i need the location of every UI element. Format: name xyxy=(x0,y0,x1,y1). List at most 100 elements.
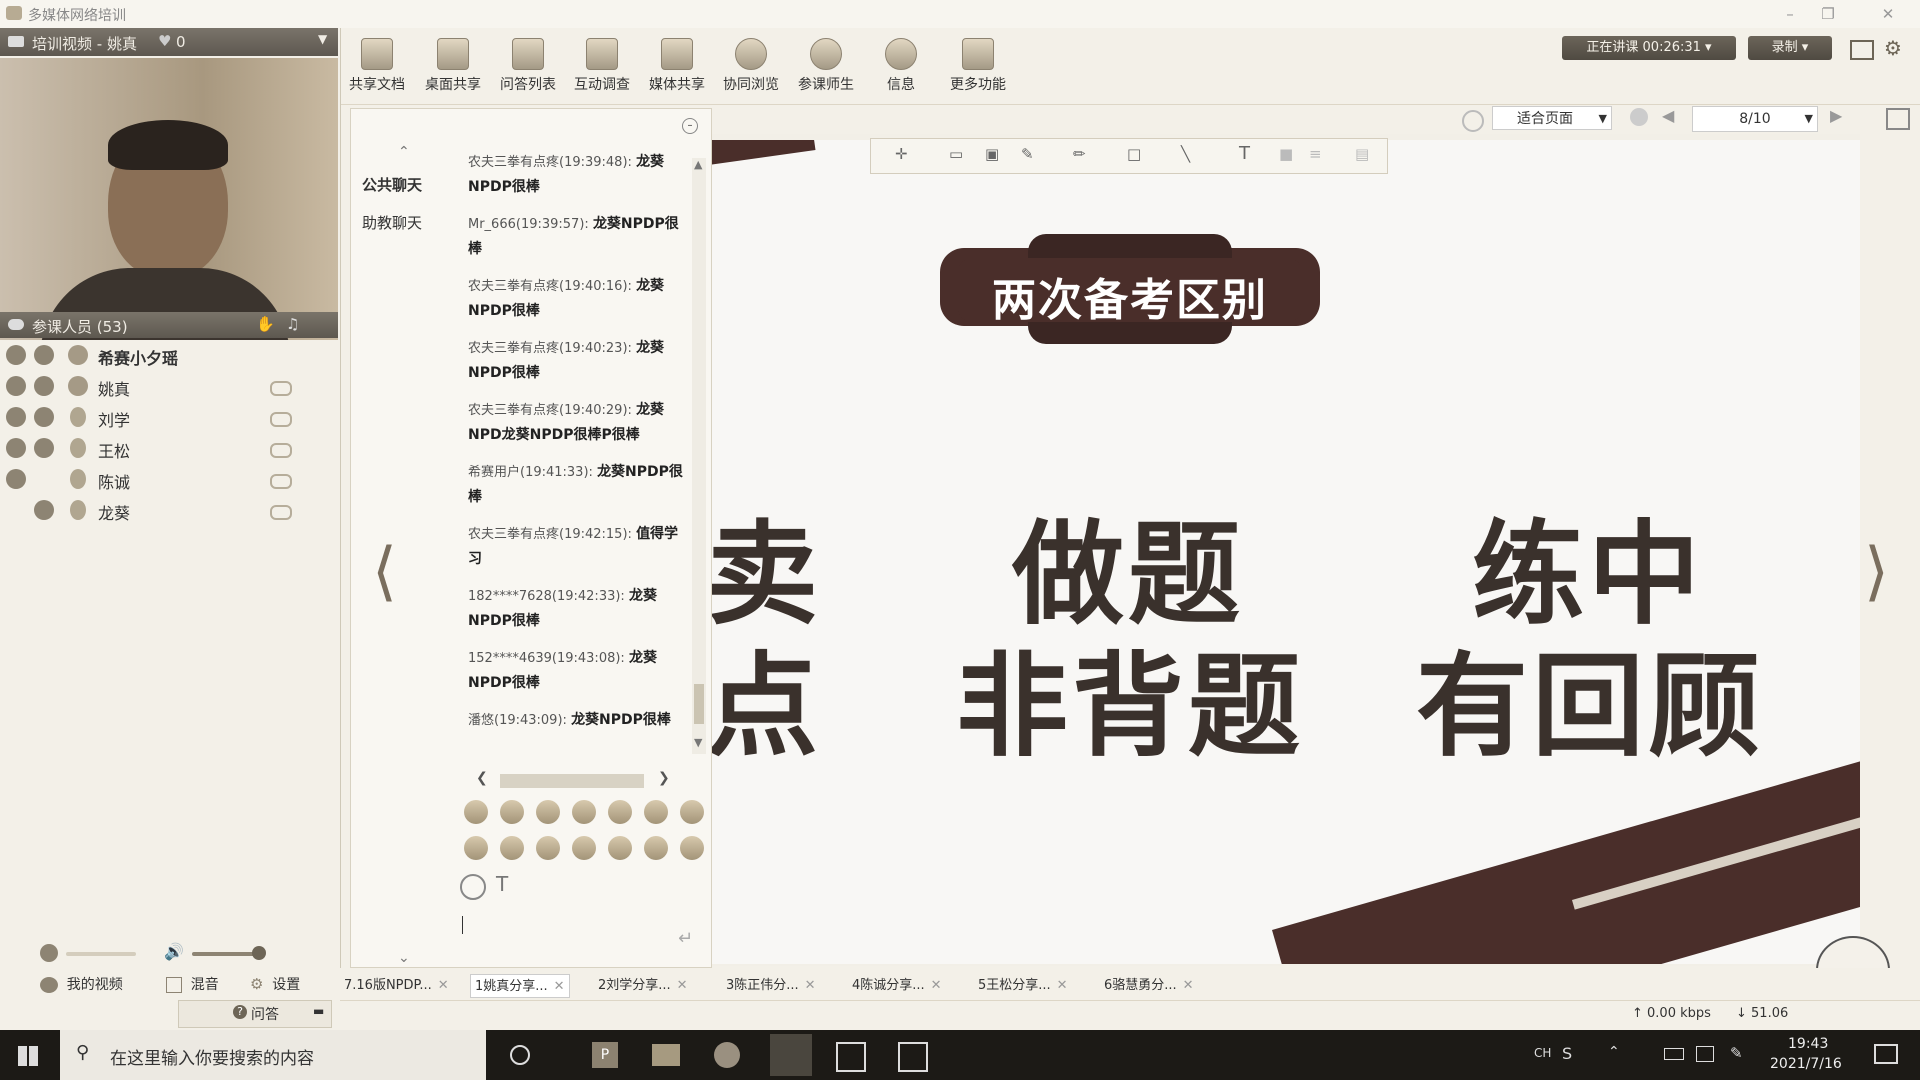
hand-icon[interactable]: ✋ xyxy=(256,315,275,333)
emoji-icon[interactable] xyxy=(608,836,632,860)
scroll-up-icon[interactable]: ▲ xyxy=(694,158,703,171)
ime-icon[interactable]: S xyxy=(1562,1044,1573,1063)
prev-page-icon[interactable] xyxy=(1630,108,1648,126)
lecture-status[interactable]: 正在讲课 00:26:31 ▾ xyxy=(1562,36,1736,60)
pen-icon[interactable]: ✎ xyxy=(1730,1044,1743,1062)
input-language[interactable]: CH xyxy=(1534,1046,1552,1060)
tab-assistant-chat[interactable]: 助教聊天 xyxy=(362,214,423,232)
attendee-row[interactable]: 希赛小夕瑶 xyxy=(0,340,338,371)
doc-tab[interactable]: 5王松分享... ✕ xyxy=(978,974,1068,996)
doc-tab[interactable]: 7.16版NPDP... ✕ xyxy=(344,974,449,996)
close-button[interactable]: ✕ xyxy=(1881,5,1895,23)
toolbar-survey[interactable]: 互动调查 xyxy=(567,38,637,94)
app-icon[interactable] xyxy=(836,1042,866,1072)
tab-public-chat[interactable]: 公共聊天 xyxy=(362,176,423,194)
emoji-icon[interactable] xyxy=(464,836,488,860)
text-icon[interactable]: T xyxy=(1239,143,1250,164)
mic-icon[interactable]: ♫ xyxy=(286,315,300,333)
close-icon[interactable]: ✕ xyxy=(1056,978,1068,993)
zoom-select[interactable]: 适合页面 ▼ xyxy=(1492,106,1612,130)
my-video-button[interactable]: 我的视频 xyxy=(40,974,123,994)
tabs-scroll-down-icon[interactable]: ⌄ xyxy=(398,950,410,966)
settings-button[interactable]: ⚙ 设置 xyxy=(250,974,300,994)
toolbar-cobrowse[interactable]: 协同浏览 xyxy=(716,38,786,94)
powerpoint-app-icon[interactable]: P xyxy=(592,1042,618,1068)
pen-icon[interactable]: ✎ xyxy=(1021,145,1034,163)
font-icon[interactable]: T xyxy=(496,872,509,896)
emoji-icon[interactable] xyxy=(536,836,560,860)
gear-icon[interactable]: ⚙ xyxy=(1884,36,1902,60)
toolbar-share-doc[interactable]: 共享文档 xyxy=(342,38,412,94)
emoji-icon[interactable] xyxy=(608,800,632,824)
task-view-icon[interactable] xyxy=(510,1045,530,1065)
toolbar-qa-list[interactable]: 问答列表 xyxy=(493,38,563,94)
taskbar-search[interactable]: ⚲ 在这里输入你要搜索的内容 xyxy=(60,1030,486,1080)
tray-expand-icon[interactable]: ⌃ xyxy=(1608,1044,1620,1060)
notification-icon[interactable] xyxy=(1874,1044,1898,1064)
eraser-icon[interactable]: ▭ xyxy=(949,145,964,163)
mic-volume-icon[interactable] xyxy=(40,944,58,962)
rectangle-icon[interactable]: □ xyxy=(1127,145,1142,163)
close-icon[interactable]: ✕ xyxy=(553,979,565,994)
speaker-icon[interactable]: 🔊 xyxy=(164,942,184,961)
qa-tab[interactable]: ? 问答 ▬ xyxy=(178,1000,332,1028)
line-icon[interactable]: ╲ xyxy=(1181,145,1191,163)
doc-tab[interactable]: 6骆慧勇分... ✕ xyxy=(1104,974,1194,996)
emoji-icon[interactable] xyxy=(536,800,560,824)
doc-tab[interactable]: 3陈正伟分... ✕ xyxy=(726,974,816,996)
fullscreen-icon[interactable] xyxy=(1886,108,1910,130)
close-icon[interactable]: ✕ xyxy=(437,978,449,993)
chat-bubble-icon[interactable] xyxy=(270,474,292,489)
battery-icon[interactable] xyxy=(1664,1048,1684,1060)
volume-thumb[interactable] xyxy=(252,946,266,960)
doc-tab[interactable]: 2刘学分享... ✕ xyxy=(598,974,688,996)
emoji-icon[interactable] xyxy=(644,800,668,824)
next-slide-arrow-icon[interactable]: ⟩ xyxy=(1864,535,1889,609)
mic-volume-slider[interactable] xyxy=(66,952,136,956)
chat-bubble-icon[interactable] xyxy=(270,505,292,520)
emoji-icon[interactable] xyxy=(644,836,668,860)
browser-app-icon[interactable] xyxy=(714,1042,740,1068)
app-icon[interactable] xyxy=(898,1042,928,1072)
layout-icon[interactable] xyxy=(1850,40,1874,60)
emoji-scroll-right-icon[interactable]: ❯ xyxy=(658,770,670,786)
mix-button[interactable]: 混音 xyxy=(166,974,219,994)
attendee-row[interactable]: 姚真 xyxy=(0,371,338,402)
attendee-row[interactable]: 刘学 xyxy=(0,402,338,433)
attendee-row[interactable]: 陈诚 xyxy=(0,464,338,495)
emoji-icon[interactable] xyxy=(572,800,596,824)
emoji-icon[interactable] xyxy=(680,800,704,824)
color-icon[interactable]: ■ xyxy=(1279,145,1294,163)
next-arrow-icon[interactable]: ▶ xyxy=(1830,106,1843,125)
chat-bubble-icon[interactable] xyxy=(270,381,292,396)
close-icon[interactable]: ✕ xyxy=(1182,978,1194,993)
chat-scrollbar[interactable]: ▲ ▼ xyxy=(692,158,706,754)
clock-date[interactable]: 2021/7/16 xyxy=(1770,1056,1842,1072)
tabs-scroll-up-icon[interactable]: ⌃ xyxy=(398,144,410,160)
toolbar-more[interactable]: 更多功能 xyxy=(941,38,1015,94)
chat-bubble-icon[interactable] xyxy=(270,412,292,427)
chat-bubble-icon[interactable] xyxy=(270,443,292,458)
minimize-button[interactable]: – xyxy=(1786,5,1794,23)
scroll-thumb[interactable] xyxy=(694,684,704,724)
crop-icon[interactable]: ▣ xyxy=(985,145,1000,163)
pointer-icon[interactable]: ✛ xyxy=(895,145,908,163)
emoji-icon[interactable] xyxy=(500,836,524,860)
smiley-icon[interactable] xyxy=(460,874,486,900)
windows-start-icon[interactable] xyxy=(18,1046,38,1066)
emoji-icon[interactable] xyxy=(464,800,488,824)
emoji-scroll-left-icon[interactable]: ❮ xyxy=(476,770,488,786)
restore-button[interactable]: ❐ xyxy=(1821,5,1835,23)
close-icon[interactable]: ✕ xyxy=(930,978,942,993)
toolbar-participants[interactable]: 参课师生 xyxy=(791,38,861,94)
file-explorer-app-icon[interactable] xyxy=(652,1044,680,1066)
minimize-icon[interactable]: ▬ xyxy=(313,1004,325,1018)
toolbar-info[interactable]: 信息 xyxy=(866,38,936,94)
speaker-volume-slider[interactable] xyxy=(192,952,262,956)
toolbar-media-share[interactable]: 媒体共享 xyxy=(642,38,712,94)
attendee-row[interactable]: 龙葵 xyxy=(0,495,338,526)
thickness-icon[interactable]: ≡ xyxy=(1309,145,1322,163)
chat-input[interactable] xyxy=(456,906,706,956)
emoji-icon[interactable] xyxy=(572,836,596,860)
toolbar-desktop-share[interactable]: 桌面共享 xyxy=(418,38,488,94)
